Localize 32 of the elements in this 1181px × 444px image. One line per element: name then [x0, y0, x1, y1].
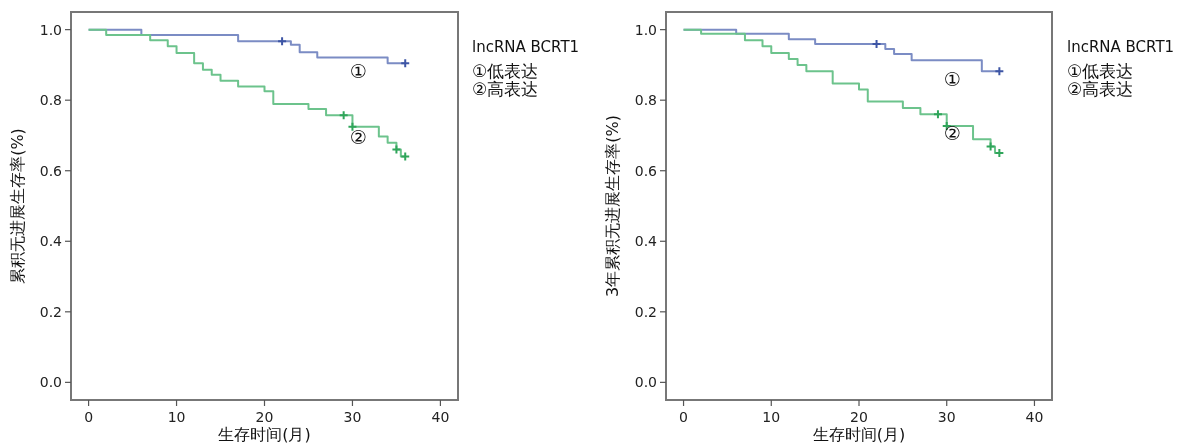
x-tick-label: 40	[431, 409, 450, 425]
annotation: ①	[943, 68, 961, 91]
annotation: ②	[349, 125, 367, 148]
y-tick-label: 0.6	[634, 162, 658, 179]
x-tick-label: 10	[167, 409, 186, 425]
x-axis-title: 生存时间(月)	[812, 425, 906, 444]
y-axis-title: 3年累积无进展生存率(%)	[603, 115, 622, 297]
y-tick-label: 0.8	[634, 92, 657, 109]
x-tick-label: 0	[679, 409, 689, 425]
x-tick-label: 30	[937, 409, 956, 425]
x-tick-label: 10	[762, 409, 781, 425]
y-tick-label: 1.0	[39, 21, 62, 38]
y-tick-label: 0.6	[39, 162, 63, 179]
y-tick-label: 0.4	[39, 233, 63, 250]
annotation: ②	[943, 122, 961, 145]
y-tick-label: 0.0	[39, 374, 62, 391]
y-tick-label: 0.8	[39, 92, 62, 109]
legend: lncRNA BCRT1 ①低表达 ②高表达	[472, 38, 580, 99]
legend: lncRNA BCRT1 ①低表达 ②高表达	[1067, 38, 1175, 99]
y-tick-label: 0.0	[634, 374, 657, 391]
x-tick-label: 20	[255, 409, 274, 425]
y-tick-label: 0.2	[39, 303, 62, 320]
y-axis-title: 累积无进展生存率(%)	[8, 128, 27, 284]
x-tick-label: 40	[1025, 409, 1044, 425]
y-tick-label: 0.2	[634, 303, 657, 320]
x-axis-title: 生存时间(月)	[218, 425, 311, 444]
annotation: ①	[349, 60, 367, 83]
x-tick-label: 30	[343, 409, 362, 425]
y-tick-label: 1.0	[634, 21, 657, 38]
y-tick-label: 0.4	[634, 233, 658, 250]
x-tick-label: 0	[84, 409, 94, 425]
x-tick-label: 20	[850, 409, 868, 425]
